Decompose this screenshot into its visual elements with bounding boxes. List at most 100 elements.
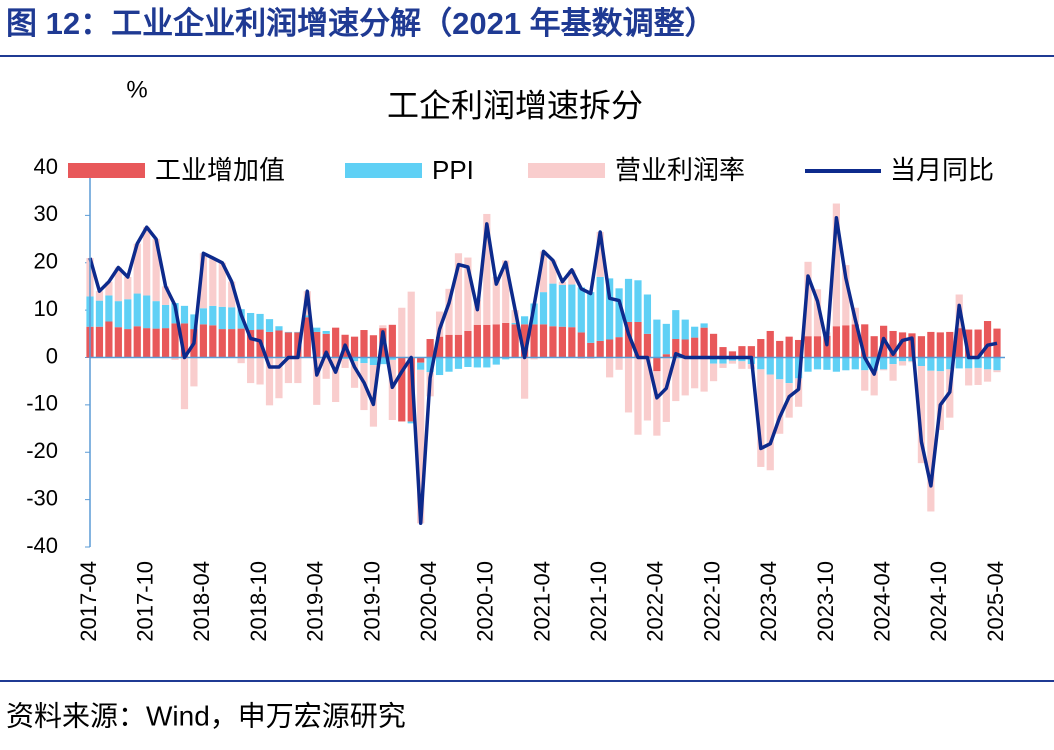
legend-swatch xyxy=(345,163,422,178)
bar-segment xyxy=(549,326,556,357)
x-tick-label: 2020-10 xyxy=(473,561,498,642)
bar-segment xyxy=(852,358,859,370)
bar-segment xyxy=(776,358,783,380)
bar-segment xyxy=(370,335,377,357)
x-tick-label: 2021-10 xyxy=(586,561,611,642)
bar-segment xyxy=(530,324,537,357)
bar-segment xyxy=(606,339,613,357)
bar-segment xyxy=(918,358,925,367)
x-tick-label: 2023-04 xyxy=(756,561,781,642)
y-tick-label: 20 xyxy=(34,249,58,274)
bar-segment xyxy=(615,337,622,357)
bar-segment xyxy=(427,339,434,357)
bar-segment xyxy=(814,336,821,357)
bar-segment xyxy=(521,358,528,399)
bar-segment xyxy=(984,321,991,357)
bar-segment xyxy=(313,328,320,332)
bar-segment xyxy=(710,364,717,382)
bar-segment xyxy=(786,337,793,358)
bar-segment xyxy=(833,358,840,372)
legend-label: 工业增加值 xyxy=(155,155,285,185)
bar-segment xyxy=(228,329,235,357)
bar-segment xyxy=(493,358,500,365)
bar-segment xyxy=(965,368,972,385)
x-tick-label: 2021-04 xyxy=(529,561,554,642)
bar-segment xyxy=(880,358,887,370)
bar-segment xyxy=(540,324,547,357)
bar-segment xyxy=(691,327,698,338)
bar-segment xyxy=(464,358,471,367)
bar-segment xyxy=(124,277,131,299)
bar-segment xyxy=(559,327,566,358)
bar-segment xyxy=(162,305,169,328)
x-tick-label: 2018-10 xyxy=(246,561,271,642)
bar-segment xyxy=(625,358,632,413)
bar-segment xyxy=(804,336,811,357)
bar-segment xyxy=(615,358,622,370)
bar-segment xyxy=(927,358,934,371)
x-tick-label: 2024-04 xyxy=(869,561,894,642)
y-tick-label: -30 xyxy=(26,485,58,510)
bar-segment xyxy=(285,332,292,357)
bar-segment xyxy=(767,331,774,358)
bar-segment xyxy=(549,284,556,327)
bar-segment xyxy=(483,325,490,358)
x-tick-label: 2017-04 xyxy=(76,561,101,642)
legend-swatch xyxy=(528,163,605,178)
bar-segment xyxy=(143,227,150,295)
bar-segment xyxy=(143,328,150,357)
bar-segment xyxy=(993,370,1000,372)
bar-segment xyxy=(521,316,528,324)
bar-segment xyxy=(899,361,906,365)
bar-segment xyxy=(436,358,443,376)
bar-segment xyxy=(578,287,585,332)
bar-segment xyxy=(105,321,112,357)
bar-segment xyxy=(379,325,386,328)
bar-segment xyxy=(804,358,811,372)
bar-segment xyxy=(644,294,651,333)
bar-segment xyxy=(540,292,547,324)
bar-segment xyxy=(351,337,358,358)
bar-segment xyxy=(209,306,216,325)
bar-segment xyxy=(389,325,396,358)
bar-segment xyxy=(927,332,934,358)
x-tick-label: 2025-04 xyxy=(983,561,1008,642)
bar-segment xyxy=(256,314,263,330)
bar-segment xyxy=(238,329,245,358)
bar-segment xyxy=(861,370,868,390)
bar-segment xyxy=(134,294,141,327)
bar-segment xyxy=(634,280,641,322)
bar-segment xyxy=(776,341,783,358)
bar-segment xyxy=(238,358,245,364)
legend-label: 当月同比 xyxy=(890,155,994,185)
bar-segment xyxy=(833,326,840,357)
x-tick-label: 2024-10 xyxy=(926,561,951,642)
legend-swatch xyxy=(68,163,145,178)
bar-segment xyxy=(984,358,991,370)
bar-segment xyxy=(701,328,708,358)
bar-segment xyxy=(190,358,197,387)
bar-segment xyxy=(653,358,660,372)
bar-segment xyxy=(398,308,405,357)
bar-segment xyxy=(823,358,830,370)
legend-label: 营业利润率 xyxy=(615,155,745,185)
x-tick-label: 2022-04 xyxy=(643,561,668,642)
y-tick-label: -20 xyxy=(26,438,58,463)
bar-segment xyxy=(682,358,689,396)
bar-segment xyxy=(256,358,263,385)
bar-segment xyxy=(587,292,594,343)
bar-segment xyxy=(483,358,490,368)
bar-segment xyxy=(200,324,207,357)
bar-segment xyxy=(360,330,367,357)
bar-segment xyxy=(842,325,849,357)
bar-segment xyxy=(814,358,821,370)
bar-segment xyxy=(918,336,925,357)
bar-segment xyxy=(266,319,273,332)
bar-segment xyxy=(134,326,141,357)
bar-segment xyxy=(672,310,679,339)
y-tick-label: 40 xyxy=(34,154,58,179)
bar-segment xyxy=(597,277,604,341)
bar-segment xyxy=(143,295,150,328)
bar-segment xyxy=(96,327,103,358)
